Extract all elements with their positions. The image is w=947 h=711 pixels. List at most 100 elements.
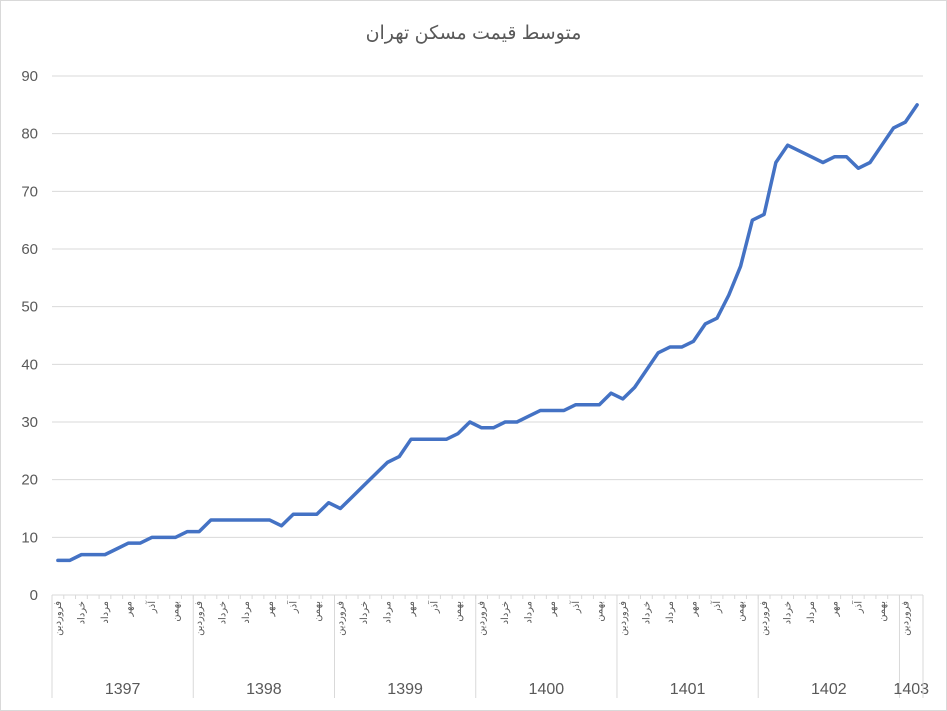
month-label: بهمن [877, 601, 888, 622]
data-point [150, 535, 154, 539]
month-label: آذر [851, 600, 864, 614]
data-point [138, 541, 142, 545]
month-label: بهمن [453, 601, 464, 622]
y-tick-label: 60 [21, 241, 38, 258]
data-point [892, 126, 896, 130]
month-label: خرداد [500, 601, 511, 624]
data-point [515, 420, 519, 424]
data-point [644, 368, 648, 372]
data-point [656, 351, 660, 355]
data-point [374, 472, 378, 476]
month-label: خرداد [641, 601, 652, 624]
data-point [197, 530, 201, 534]
data-point [303, 512, 307, 516]
month-label: فروردین [335, 601, 346, 636]
month-label: خرداد [76, 601, 87, 624]
data-point [880, 143, 884, 147]
data-point [491, 426, 495, 430]
data-point [268, 518, 272, 522]
data-point [797, 149, 801, 153]
month-label: فروردین [53, 601, 64, 636]
year-label: 1399 [387, 681, 423, 698]
data-point [574, 403, 578, 407]
data-point [221, 518, 225, 522]
data-point [750, 218, 754, 222]
month-label: فروردین [477, 601, 488, 636]
data-point [244, 518, 248, 522]
data-point [821, 161, 825, 165]
y-tick-label: 70 [21, 183, 38, 200]
month-label: فروردین [618, 601, 629, 636]
y-tick-label: 0 [30, 587, 38, 604]
data-point [397, 455, 401, 459]
data-point [621, 397, 625, 401]
data-point [127, 541, 131, 545]
year-label: 1397 [105, 681, 141, 698]
month-label: مهر [124, 601, 135, 617]
year-label: 1401 [670, 681, 706, 698]
month-label: خرداد [218, 601, 229, 624]
data-point [586, 403, 590, 407]
month-label: مرداد [806, 601, 817, 624]
data-point [162, 535, 166, 539]
data-point [762, 212, 766, 216]
data-point [786, 143, 790, 147]
month-label: بهمن [736, 601, 747, 622]
year-label: 1403 [893, 681, 929, 698]
data-point [903, 120, 907, 124]
data-point [256, 518, 260, 522]
x-axis: فروردین خرداد مرداد مهر آذر بهمن فروردین خرداد م… [51, 594, 929, 698]
month-label: مهر [830, 601, 841, 617]
data-point [503, 420, 507, 424]
data-point [833, 155, 837, 159]
month-label: فروردین [759, 601, 770, 636]
data-point [856, 166, 860, 170]
y-tick-label: 80 [21, 126, 38, 143]
data-point [433, 437, 437, 441]
month-label: خرداد [359, 601, 370, 624]
month-label: مهر [547, 601, 558, 617]
month-label: مهر [406, 601, 417, 617]
month-label: مرداد [100, 601, 111, 624]
month-label: آذر [428, 600, 441, 614]
data-point [103, 553, 107, 557]
month-label: آذر [286, 600, 299, 614]
month-label: مرداد [241, 601, 252, 624]
y-tick-label: 10 [21, 529, 38, 546]
year-label: 1402 [811, 681, 847, 698]
data-point [727, 293, 731, 297]
data-point [468, 420, 472, 424]
y-axis-labels: 0 10 20 30 40 50 60 70 80 90 [21, 68, 38, 604]
data-point [79, 553, 83, 557]
y-tick-label: 20 [21, 472, 38, 489]
data-point [609, 391, 613, 395]
data-point [209, 518, 213, 522]
data-point [291, 512, 295, 516]
data-point [597, 403, 601, 407]
data-point [232, 518, 236, 522]
y-tick-label: 50 [21, 299, 38, 316]
data-point [174, 535, 178, 539]
data-point [327, 501, 331, 505]
month-label: مهر [688, 601, 699, 617]
data-point [691, 339, 695, 343]
month-label: مرداد [524, 601, 535, 624]
data-point [633, 385, 637, 389]
month-label: مهر [265, 601, 276, 617]
data-point [527, 414, 531, 418]
data-point [68, 558, 72, 562]
chart-title: متوسط قیمت مسکن تهران [365, 23, 582, 44]
month-label: بهمن [312, 601, 323, 622]
data-point [350, 495, 354, 499]
data-point [844, 155, 848, 159]
data-point [868, 161, 872, 165]
month-label: آذر [710, 600, 723, 614]
data-point [456, 432, 460, 436]
month-label: مرداد [382, 601, 393, 624]
month-label: بهمن [594, 601, 605, 622]
data-point [338, 507, 342, 511]
data-point [115, 547, 119, 551]
month-label: خرداد [783, 601, 794, 624]
data-point [409, 437, 413, 441]
month-label: بهمن [171, 601, 182, 622]
